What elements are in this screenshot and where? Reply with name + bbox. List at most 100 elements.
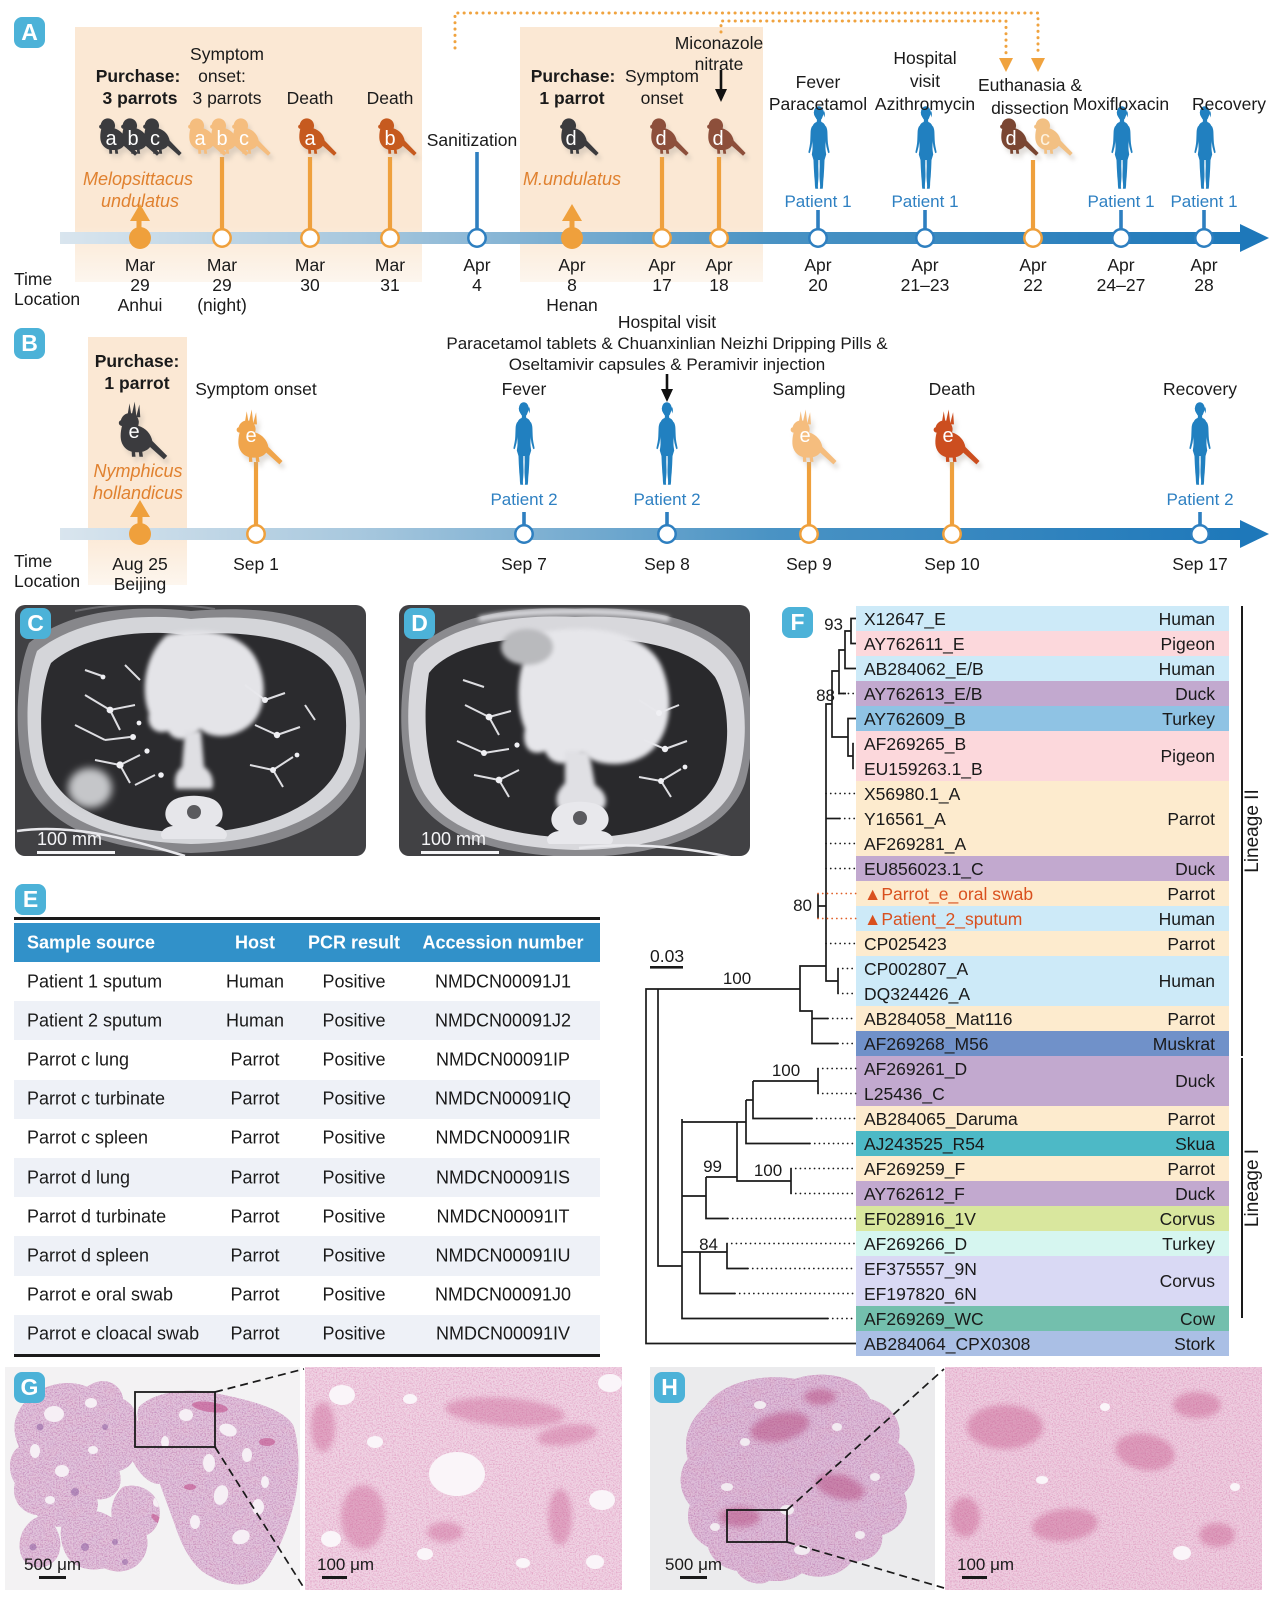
svg-text:Human: Human: [1159, 971, 1215, 991]
svg-text:nitrate: nitrate: [695, 54, 744, 74]
svg-text:hollandicus: hollandicus: [93, 483, 183, 503]
svg-text:Duck: Duck: [1175, 684, 1215, 704]
svg-text:100 μm: 100 μm: [317, 1555, 374, 1574]
svg-text:EF028916_1V: EF028916_1V: [864, 1209, 976, 1230]
svg-text:EU856023.1_C: EU856023.1_C: [864, 859, 984, 880]
svg-text:d: d: [565, 128, 576, 150]
svg-text:EU159263.1_B: EU159263.1_B: [864, 759, 983, 780]
svg-text:Lineage II: Lineage II: [1242, 789, 1263, 872]
svg-text:Paracetamol: Paracetamol: [769, 94, 867, 114]
svg-text:Location: Location: [14, 289, 80, 309]
svg-text:20: 20: [808, 275, 828, 295]
svg-text:Human: Human: [1159, 659, 1215, 679]
svg-text:Location: Location: [14, 571, 80, 591]
svg-text:AY762611_E: AY762611_E: [864, 634, 965, 655]
svg-text:b: b: [216, 128, 227, 150]
svg-text:Purchase:: Purchase:: [95, 351, 180, 371]
svg-text:99: 99: [703, 1157, 722, 1176]
svg-text:Symptom: Symptom: [625, 66, 699, 86]
svg-text:visit: visit: [910, 71, 940, 91]
svg-text:L25436_C: L25436_C: [864, 1084, 945, 1105]
svg-text:100 mm: 100 mm: [37, 829, 102, 849]
svg-text:Nymphicus: Nymphicus: [93, 461, 182, 481]
svg-text:Y16561_A: Y16561_A: [864, 809, 946, 830]
svg-text:29: 29: [130, 275, 149, 295]
svg-text:Parrot: Parrot: [1167, 809, 1215, 829]
svg-text:d: d: [655, 128, 666, 150]
svg-text:Skua: Skua: [1175, 1134, 1215, 1154]
svg-text:c: c: [1040, 128, 1050, 150]
svg-text:Cow: Cow: [1180, 1309, 1215, 1329]
svg-text:AF269269_WC: AF269269_WC: [864, 1309, 984, 1330]
svg-text:▲Parrot_e_oral swab: ▲Parrot_e_oral swab: [864, 884, 1033, 905]
svg-text:Purchase:: Purchase:: [531, 66, 616, 86]
svg-text:1 parrot: 1 parrot: [104, 373, 169, 393]
svg-text:e: e: [128, 421, 139, 443]
svg-text:c: c: [239, 128, 249, 150]
svg-text:c: c: [150, 128, 160, 150]
svg-text:e: e: [799, 425, 810, 447]
svg-text:500 μm: 500 μm: [24, 1555, 81, 1574]
svg-text:Sep 7: Sep 7: [501, 554, 547, 574]
svg-text:Human: Human: [1159, 609, 1215, 629]
svg-text:Sep 17: Sep 17: [1172, 554, 1227, 574]
svg-text:100: 100: [723, 969, 751, 988]
svg-text:AB284064_CPX0308: AB284064_CPX0308: [864, 1334, 1030, 1355]
svg-text:X56980.1_A: X56980.1_A: [864, 784, 961, 805]
svg-text:Patient 1: Patient 1: [891, 192, 958, 211]
svg-text:b: b: [127, 128, 138, 150]
svg-text:84: 84: [699, 1235, 718, 1254]
svg-text:100 μm: 100 μm: [957, 1555, 1014, 1574]
svg-text:Anhui: Anhui: [118, 295, 163, 315]
svg-text:Death: Death: [929, 379, 976, 399]
svg-text:Sanitization: Sanitization: [427, 130, 517, 150]
svg-text:29: 29: [212, 275, 231, 295]
svg-text:a: a: [105, 128, 117, 150]
svg-text:Patient 1: Patient 1: [784, 192, 851, 211]
svg-text:Apr: Apr: [804, 255, 831, 275]
svg-text:Duck: Duck: [1175, 1184, 1215, 1204]
svg-text:AJ243525_R54: AJ243525_R54: [864, 1134, 985, 1155]
svg-text:22: 22: [1023, 275, 1042, 295]
svg-text:Parrot: Parrot: [1167, 884, 1215, 904]
svg-text:100 mm: 100 mm: [421, 829, 486, 849]
svg-text:Parrot: Parrot: [1167, 1109, 1215, 1129]
svg-text:Death: Death: [367, 88, 414, 108]
svg-text:3 parrots: 3 parrots: [192, 88, 261, 108]
svg-text:Time: Time: [14, 269, 52, 289]
svg-text:onset:: onset:: [198, 66, 246, 86]
svg-text:Miconazole: Miconazole: [675, 33, 764, 53]
svg-text:Recovery: Recovery: [1192, 94, 1266, 114]
svg-text:Apr: Apr: [1190, 255, 1217, 275]
svg-text:500 μm: 500 μm: [665, 1555, 722, 1574]
svg-text:Apr: Apr: [463, 255, 490, 275]
svg-text:Hospital visit: Hospital visit: [618, 312, 716, 332]
svg-text:93: 93: [824, 615, 843, 634]
svg-text:AF269266_D: AF269266_D: [864, 1234, 967, 1255]
svg-text:Death: Death: [287, 88, 334, 108]
svg-text:24–27: 24–27: [1097, 275, 1146, 295]
svg-text:Euthanasia &: Euthanasia &: [978, 75, 1082, 95]
svg-text:Duck: Duck: [1175, 1071, 1215, 1091]
svg-text:Patient 2: Patient 2: [1166, 490, 1233, 509]
svg-text:undulatus: undulatus: [101, 191, 179, 211]
svg-text:e: e: [942, 425, 953, 447]
svg-text:Corvus: Corvus: [1160, 1271, 1216, 1291]
svg-text:Sep 8: Sep 8: [644, 554, 690, 574]
svg-text:onset: onset: [641, 88, 684, 108]
svg-text:Beijing: Beijing: [114, 574, 167, 594]
svg-text:Fever: Fever: [796, 72, 841, 92]
svg-text:Fever: Fever: [502, 379, 547, 399]
svg-text:AF269259_F: AF269259_F: [864, 1159, 965, 1180]
svg-text:Muskrat: Muskrat: [1153, 1034, 1215, 1054]
svg-text:Turkey: Turkey: [1162, 709, 1215, 729]
svg-text:Patient 1: Patient 1: [1170, 192, 1237, 211]
svg-text:Apr: Apr: [648, 255, 675, 275]
svg-text:80: 80: [793, 896, 812, 915]
svg-text:18: 18: [709, 275, 728, 295]
svg-text:AB284058_Mat116: AB284058_Mat116: [864, 1009, 1013, 1030]
svg-text:AY762613_E/B: AY762613_E/B: [864, 684, 982, 705]
svg-text:AF269281_A: AF269281_A: [864, 834, 966, 855]
svg-text:Apr: Apr: [558, 255, 585, 275]
svg-text:Melopsittacus: Melopsittacus: [83, 169, 193, 189]
